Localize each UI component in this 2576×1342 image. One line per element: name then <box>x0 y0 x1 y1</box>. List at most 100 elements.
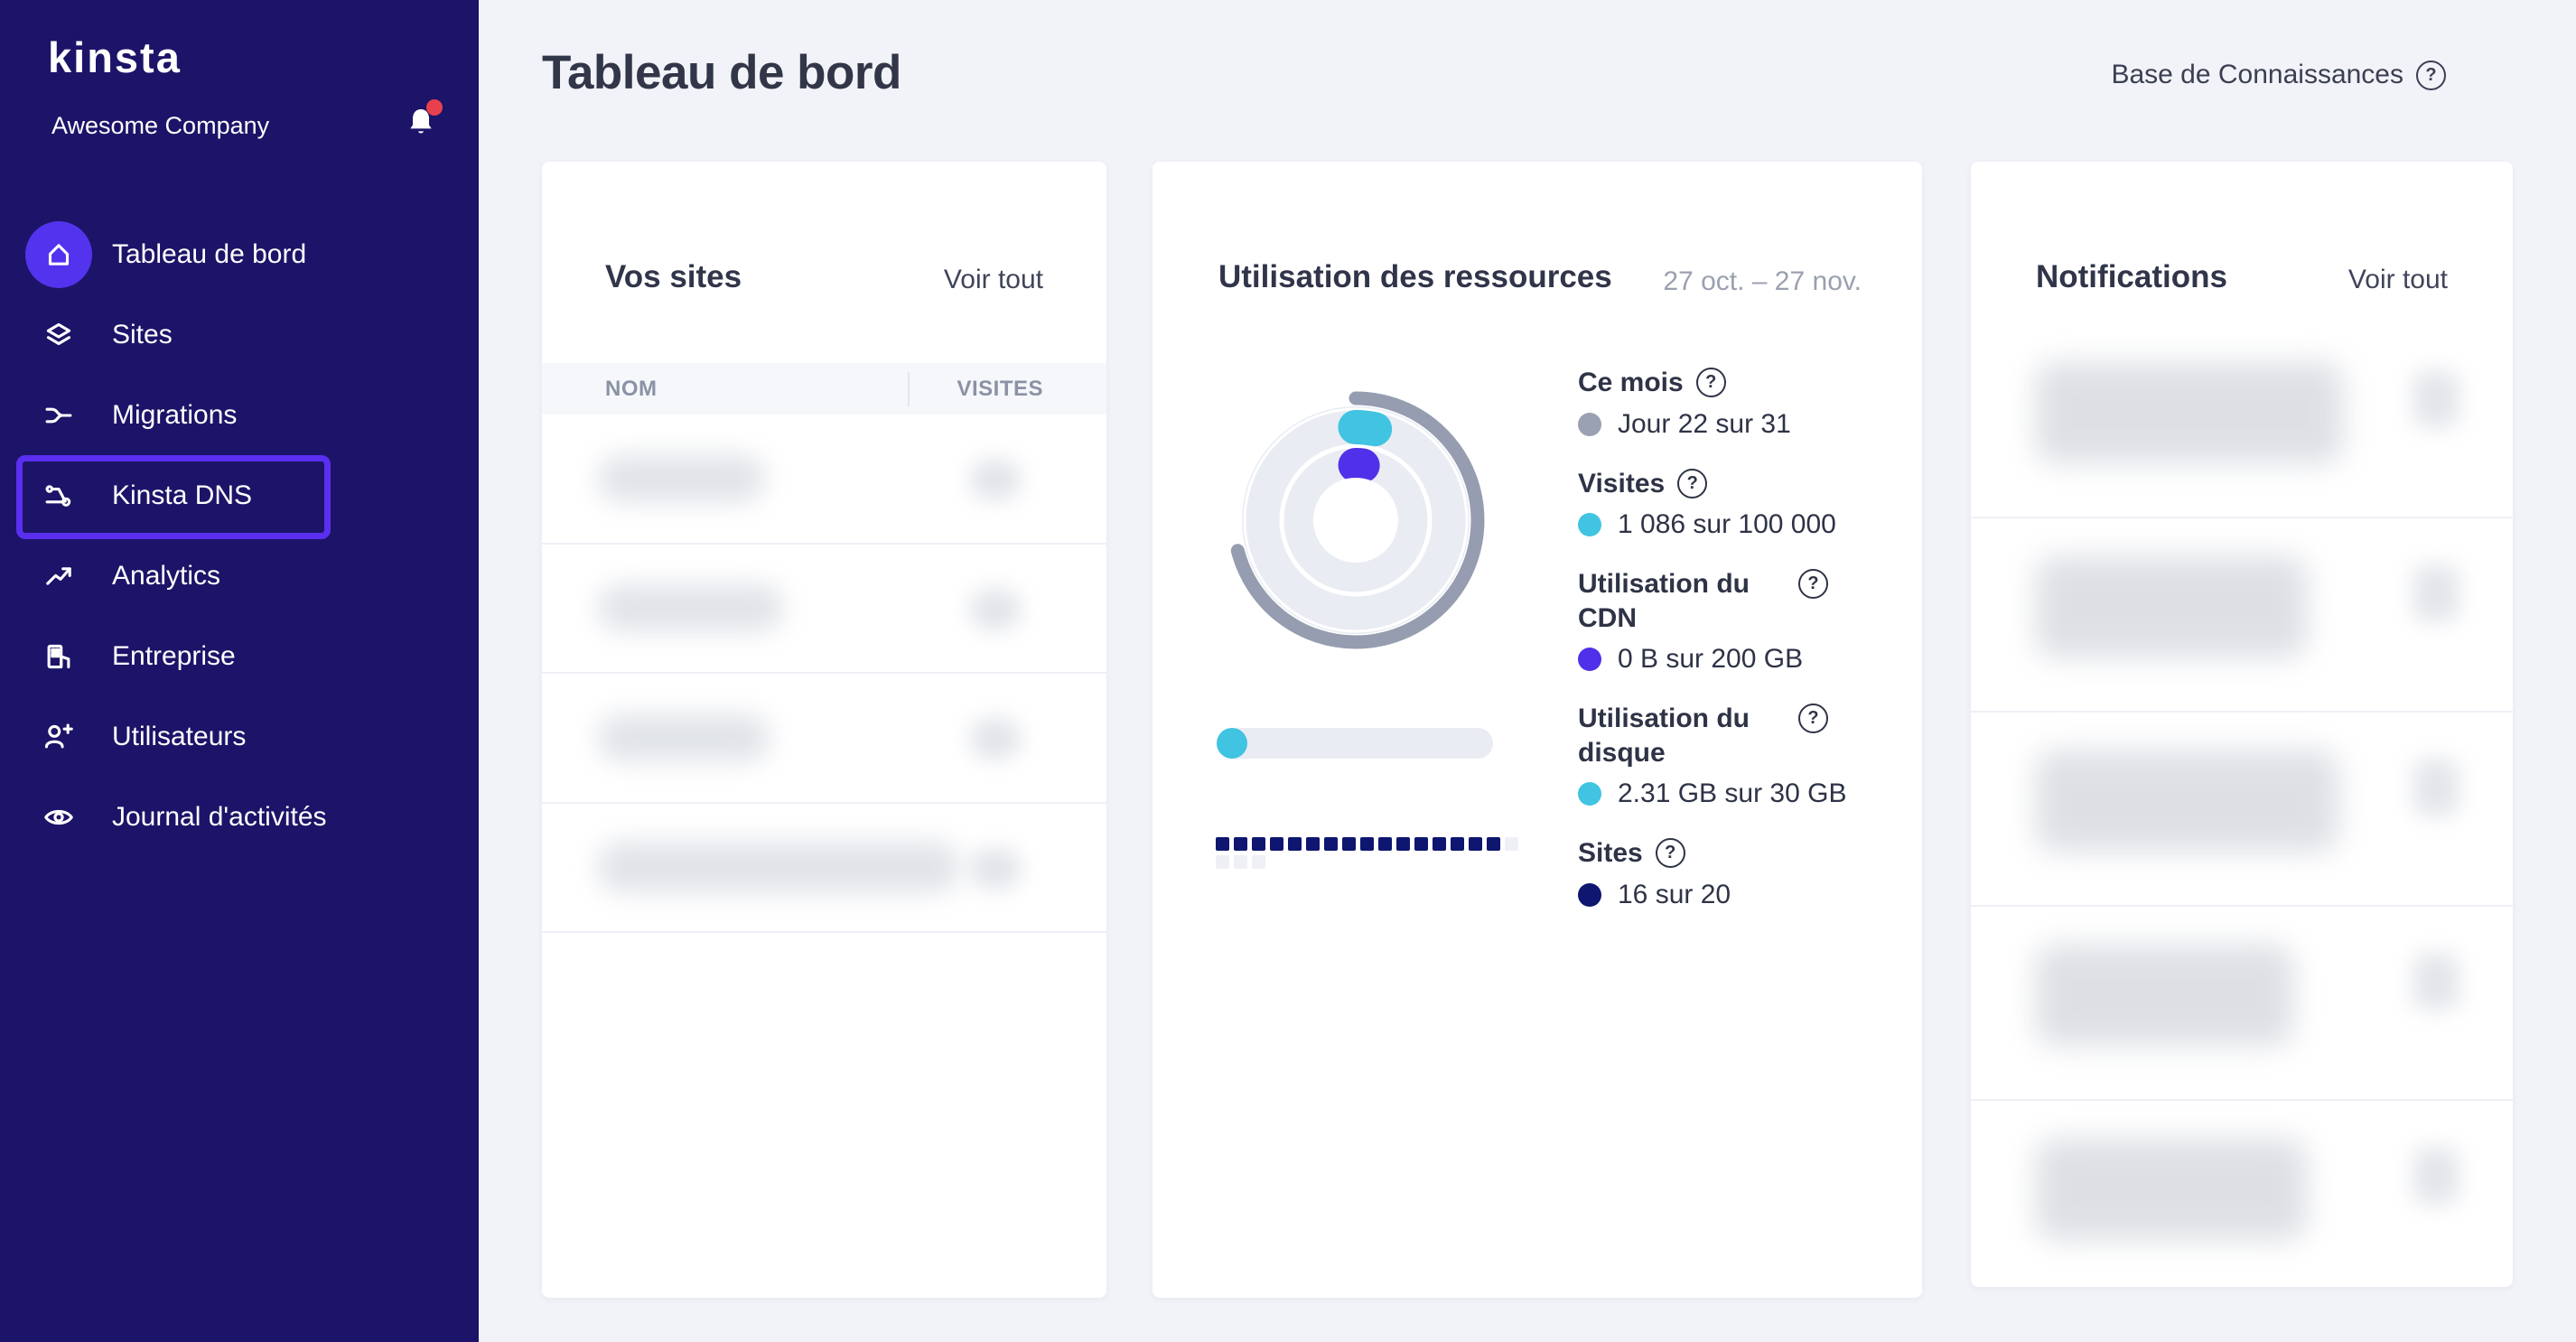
column-divider <box>908 372 910 406</box>
legend-dot-disk <box>1578 782 1601 806</box>
resource-usage-card: Utilisation des ressources 27 oct. – 27 … <box>1153 162 1922 1298</box>
legend-dot-sites <box>1578 882 1601 907</box>
users-icon <box>44 723 73 748</box>
sidebar-item-tableau-de-bord[interactable]: Tableau de bord <box>0 214 479 294</box>
kinsta-logo[interactable]: kinsta <box>48 33 182 81</box>
usage-square <box>1252 855 1265 869</box>
redacted-site-name <box>598 454 765 502</box>
sidebar-item-utilisateurs[interactable]: Utilisateurs <box>0 696 479 777</box>
stat-value-sites: 16 sur 20 <box>1578 880 1876 910</box>
sites-table-header: NOM VISITES <box>542 363 1106 415</box>
help-icon[interactable] <box>1677 468 1708 499</box>
usage-square <box>1324 837 1338 851</box>
usage-square <box>1234 837 1247 851</box>
redacted-visits-value <box>970 460 1021 499</box>
date-range: 27 oct. – 27 nov. <box>1663 266 1862 296</box>
usage-square <box>1252 837 1265 851</box>
list-item[interactable] <box>1971 324 2513 518</box>
stat-label-month: Ce mois <box>1578 366 1876 400</box>
usage-square <box>1342 837 1356 851</box>
resources-card-title: Utilisation des ressources <box>1218 259 1612 294</box>
usage-square <box>1234 855 1247 869</box>
usage-square <box>1469 837 1482 851</box>
usage-square <box>1505 837 1518 851</box>
sidebar-item-label: Kinsta DNS <box>112 480 253 510</box>
donut-visits-arc <box>1246 410 1466 630</box>
help-icon[interactable] <box>1798 569 1828 599</box>
stat-label-visits: Visites <box>1578 467 1876 501</box>
knowledge-base-label: Base de Connaissances <box>2111 60 2403 89</box>
table-row[interactable] <box>542 804 1106 933</box>
company-name: Awesome Company <box>51 112 270 139</box>
list-item[interactable] <box>1971 713 2513 907</box>
sidebar-nav: Tableau de bord Sites Migrations <box>0 214 479 857</box>
redacted-notification-time <box>2413 565 2459 621</box>
dns-icon <box>45 484 71 507</box>
redacted-visits-value <box>970 848 1021 889</box>
redacted-site-name <box>598 842 959 893</box>
sidebar-item-sites[interactable]: Sites <box>0 294 479 375</box>
sidebar-item-label: Sites <box>112 319 173 349</box>
donut-month-arc <box>1227 391 1485 649</box>
sidebar-item-label: Analytics <box>112 560 221 591</box>
notifications-list <box>1971 324 2513 1295</box>
redacted-notification-text <box>2036 750 2338 852</box>
notifications-bell-button[interactable] <box>403 99 443 141</box>
sites-view-all-link[interactable]: Voir tout <box>943 265 1043 294</box>
list-item[interactable] <box>1971 1101 2513 1295</box>
usage-square <box>1360 837 1374 851</box>
usage-square <box>1433 837 1446 851</box>
sites-table-body <box>542 415 1106 933</box>
company-icon <box>47 644 70 668</box>
table-row[interactable] <box>542 415 1106 545</box>
sidebar-item-analytics[interactable]: Analytics <box>0 536 479 616</box>
legend-dot-cdn <box>1578 648 1601 671</box>
bell-icon <box>410 109 432 134</box>
help-icon[interactable] <box>1798 704 1828 733</box>
table-row[interactable] <box>542 545 1106 674</box>
redacted-notification-time <box>2413 760 2459 815</box>
your-sites-card: Vos sites Voir tout NOM VISITES <box>542 162 1106 1298</box>
usage-square <box>1396 837 1410 851</box>
knowledge-base-link[interactable]: Base de Connaissances <box>2111 60 2446 90</box>
disk-usage-bar <box>1217 728 1493 759</box>
stat-value-visits: 1 086 sur 100 000 <box>1578 509 1876 540</box>
help-icon[interactable] <box>1695 368 1726 397</box>
usage-square <box>1451 837 1464 851</box>
usage-stats: Ce mois Jour 22 sur 31 Visites 1 086 sur… <box>1578 366 1876 937</box>
stat-label-sites: Sites <box>1578 836 1876 871</box>
column-header-name: NOM <box>605 377 658 401</box>
list-item[interactable] <box>1971 518 2513 713</box>
redacted-site-name <box>598 713 770 761</box>
usage-square <box>1288 837 1302 851</box>
notifications-view-all-link[interactable]: Voir tout <box>2347 265 2448 294</box>
sidebar-item-label: Entreprise <box>112 640 236 671</box>
sidebar-item-label: Tableau de bord <box>112 238 307 269</box>
redacted-notification-text <box>2036 362 2343 463</box>
sidebar-item-label: Journal d'activités <box>112 801 327 832</box>
redacted-site-name <box>598 584 783 632</box>
sidebar-item-journal-activites[interactable]: Journal d'activités <box>0 777 479 857</box>
legend-dot-visits <box>1578 513 1601 536</box>
sidebar-item-entreprise[interactable]: Entreprise <box>0 616 479 696</box>
stat-label-disk: Utilisation du disque <box>1578 702 1876 769</box>
list-item[interactable] <box>1971 907 2513 1101</box>
column-header-visits: VISITES <box>957 377 1043 401</box>
help-icon <box>2416 60 2446 90</box>
sites-icon <box>46 322 71 345</box>
analytics-icon <box>46 566 71 585</box>
home-icon <box>48 243 70 266</box>
sidebar-item-kinsta-dns[interactable]: Kinsta DNS <box>0 455 479 536</box>
stat-value-cdn: 0 B sur 200 GB <box>1578 644 1876 675</box>
sidebar: kinsta Awesome Company Tableau de bord <box>0 0 479 1342</box>
activity-log-icon <box>44 809 73 825</box>
usage-square <box>1414 837 1428 851</box>
sidebar-item-migrations[interactable]: Migrations <box>0 375 479 455</box>
disk-usage-fill <box>1217 728 1247 759</box>
sidebar-item-label: Migrations <box>112 399 238 430</box>
help-icon[interactable] <box>1655 838 1685 868</box>
stat-label-cdn: Utilisation du CDN <box>1578 567 1876 635</box>
resource-usage-donut <box>1227 391 1485 649</box>
donut-cdn-arc <box>1283 448 1428 592</box>
table-row[interactable] <box>542 674 1106 804</box>
